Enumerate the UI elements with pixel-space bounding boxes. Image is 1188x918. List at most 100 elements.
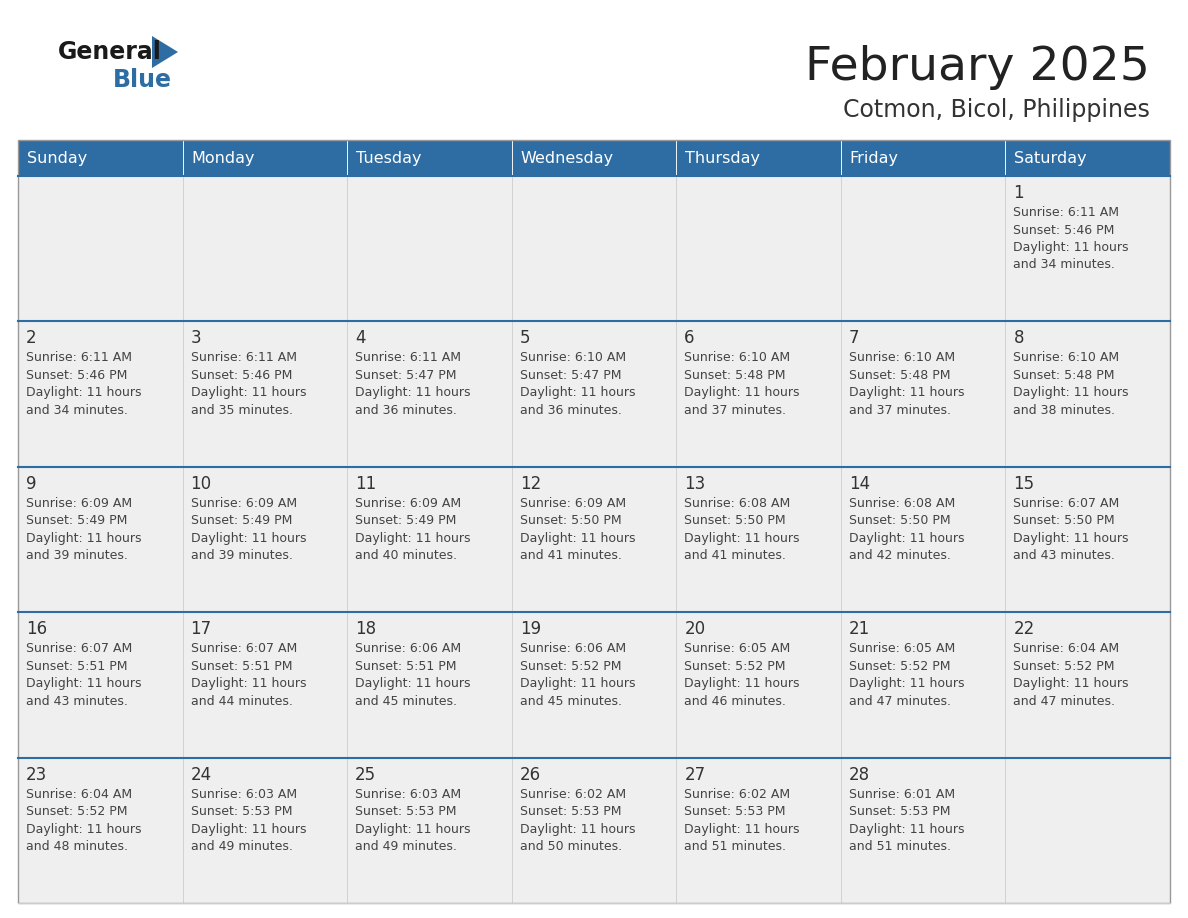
Bar: [676, 140, 841, 176]
Text: Sunrise: 6:07 AM: Sunrise: 6:07 AM: [1013, 497, 1119, 509]
Text: Sunset: 5:51 PM: Sunset: 5:51 PM: [26, 660, 127, 673]
Text: Blue: Blue: [113, 68, 172, 92]
Polygon shape: [152, 36, 178, 68]
Text: Daylight: 11 hours: Daylight: 11 hours: [519, 823, 636, 835]
Bar: [183, 757, 347, 903]
Text: Daylight: 11 hours: Daylight: 11 hours: [684, 823, 800, 835]
Bar: [347, 321, 512, 466]
Text: Daylight: 11 hours: Daylight: 11 hours: [355, 823, 470, 835]
Text: 28: 28: [849, 766, 870, 784]
Text: Daylight: 11 hours: Daylight: 11 hours: [849, 677, 965, 690]
Text: Sunset: 5:53 PM: Sunset: 5:53 PM: [190, 805, 292, 818]
Text: Daylight: 11 hours: Daylight: 11 hours: [1013, 532, 1129, 544]
Text: Daylight: 11 hours: Daylight: 11 hours: [684, 532, 800, 544]
Text: and 34 minutes.: and 34 minutes.: [26, 404, 128, 417]
Text: Daylight: 11 hours: Daylight: 11 hours: [849, 532, 965, 544]
Text: 10: 10: [190, 475, 211, 493]
Bar: [841, 757, 1005, 903]
Text: Daylight: 11 hours: Daylight: 11 hours: [355, 677, 470, 690]
Text: Daylight: 11 hours: Daylight: 11 hours: [519, 386, 636, 399]
Text: 18: 18: [355, 621, 377, 638]
Text: 1: 1: [1013, 184, 1024, 202]
Bar: [512, 466, 676, 612]
Bar: [183, 321, 347, 466]
Text: and 34 minutes.: and 34 minutes.: [1013, 259, 1116, 272]
Text: 19: 19: [519, 621, 541, 638]
Text: Sunrise: 6:05 AM: Sunrise: 6:05 AM: [849, 643, 955, 655]
Text: Daylight: 11 hours: Daylight: 11 hours: [190, 386, 307, 399]
Text: and 51 minutes.: and 51 minutes.: [684, 840, 786, 853]
Text: and 35 minutes.: and 35 minutes.: [190, 404, 292, 417]
Text: and 40 minutes.: and 40 minutes.: [355, 549, 457, 563]
Text: 4: 4: [355, 330, 366, 347]
Bar: [512, 612, 676, 757]
Text: and 41 minutes.: and 41 minutes.: [519, 549, 621, 563]
Bar: [512, 321, 676, 466]
Text: Saturday: Saturday: [1015, 151, 1087, 165]
Text: Sunrise: 6:11 AM: Sunrise: 6:11 AM: [190, 352, 297, 364]
Text: Sunset: 5:49 PM: Sunset: 5:49 PM: [190, 514, 292, 527]
Text: Sunset: 5:52 PM: Sunset: 5:52 PM: [849, 660, 950, 673]
Text: Sunset: 5:53 PM: Sunset: 5:53 PM: [519, 805, 621, 818]
Text: and 49 minutes.: and 49 minutes.: [355, 840, 457, 853]
Text: Daylight: 11 hours: Daylight: 11 hours: [190, 532, 307, 544]
Text: Daylight: 11 hours: Daylight: 11 hours: [519, 532, 636, 544]
Text: Sunset: 5:50 PM: Sunset: 5:50 PM: [849, 514, 950, 527]
Bar: [1005, 757, 1170, 903]
Text: 12: 12: [519, 475, 541, 493]
Text: 25: 25: [355, 766, 377, 784]
Bar: [18, 176, 183, 321]
Text: Sunrise: 6:10 AM: Sunrise: 6:10 AM: [1013, 352, 1119, 364]
Text: Sunrise: 6:11 AM: Sunrise: 6:11 AM: [355, 352, 461, 364]
Bar: [676, 757, 841, 903]
Text: Daylight: 11 hours: Daylight: 11 hours: [26, 386, 141, 399]
Bar: [676, 321, 841, 466]
Text: and 39 minutes.: and 39 minutes.: [26, 549, 128, 563]
Bar: [676, 466, 841, 612]
Text: Sunset: 5:48 PM: Sunset: 5:48 PM: [1013, 369, 1114, 382]
Bar: [1005, 321, 1170, 466]
Text: Sunset: 5:47 PM: Sunset: 5:47 PM: [355, 369, 456, 382]
Text: Sunset: 5:46 PM: Sunset: 5:46 PM: [190, 369, 292, 382]
Text: Sunrise: 6:10 AM: Sunrise: 6:10 AM: [519, 352, 626, 364]
Text: Cotmon, Bicol, Philippines: Cotmon, Bicol, Philippines: [843, 98, 1150, 122]
Text: Sunrise: 6:04 AM: Sunrise: 6:04 AM: [26, 788, 132, 800]
Text: Sunset: 5:49 PM: Sunset: 5:49 PM: [355, 514, 456, 527]
Text: 21: 21: [849, 621, 870, 638]
Text: and 47 minutes.: and 47 minutes.: [849, 695, 950, 708]
Text: Sunrise: 6:03 AM: Sunrise: 6:03 AM: [355, 788, 461, 800]
Text: 6: 6: [684, 330, 695, 347]
Text: Sunset: 5:52 PM: Sunset: 5:52 PM: [26, 805, 127, 818]
Text: and 36 minutes.: and 36 minutes.: [355, 404, 457, 417]
Text: Sunrise: 6:03 AM: Sunrise: 6:03 AM: [190, 788, 297, 800]
Text: Sunrise: 6:02 AM: Sunrise: 6:02 AM: [519, 788, 626, 800]
Text: Sunrise: 6:09 AM: Sunrise: 6:09 AM: [355, 497, 461, 509]
Text: Sunrise: 6:09 AM: Sunrise: 6:09 AM: [190, 497, 297, 509]
Text: Sunrise: 6:02 AM: Sunrise: 6:02 AM: [684, 788, 790, 800]
Bar: [1005, 176, 1170, 321]
Text: and 45 minutes.: and 45 minutes.: [519, 695, 621, 708]
Text: Sunrise: 6:06 AM: Sunrise: 6:06 AM: [519, 643, 626, 655]
Text: Sunset: 5:53 PM: Sunset: 5:53 PM: [684, 805, 785, 818]
Text: Sunrise: 6:11 AM: Sunrise: 6:11 AM: [1013, 206, 1119, 219]
Text: Sunrise: 6:05 AM: Sunrise: 6:05 AM: [684, 643, 790, 655]
Text: Daylight: 11 hours: Daylight: 11 hours: [26, 677, 141, 690]
Text: Sunset: 5:47 PM: Sunset: 5:47 PM: [519, 369, 621, 382]
Text: 5: 5: [519, 330, 530, 347]
Text: Sunrise: 6:04 AM: Sunrise: 6:04 AM: [1013, 643, 1119, 655]
Bar: [183, 612, 347, 757]
Bar: [18, 466, 183, 612]
Text: Wednesday: Wednesday: [520, 151, 614, 165]
Text: Sunset: 5:50 PM: Sunset: 5:50 PM: [684, 514, 786, 527]
Bar: [18, 140, 183, 176]
Text: Sunrise: 6:06 AM: Sunrise: 6:06 AM: [355, 643, 461, 655]
Text: 3: 3: [190, 330, 201, 347]
Bar: [347, 757, 512, 903]
Bar: [183, 140, 347, 176]
Bar: [347, 466, 512, 612]
Text: Sunset: 5:49 PM: Sunset: 5:49 PM: [26, 514, 127, 527]
Text: Sunset: 5:48 PM: Sunset: 5:48 PM: [849, 369, 950, 382]
Text: Daylight: 11 hours: Daylight: 11 hours: [849, 386, 965, 399]
Text: and 48 minutes.: and 48 minutes.: [26, 840, 128, 853]
Text: Sunset: 5:46 PM: Sunset: 5:46 PM: [26, 369, 127, 382]
